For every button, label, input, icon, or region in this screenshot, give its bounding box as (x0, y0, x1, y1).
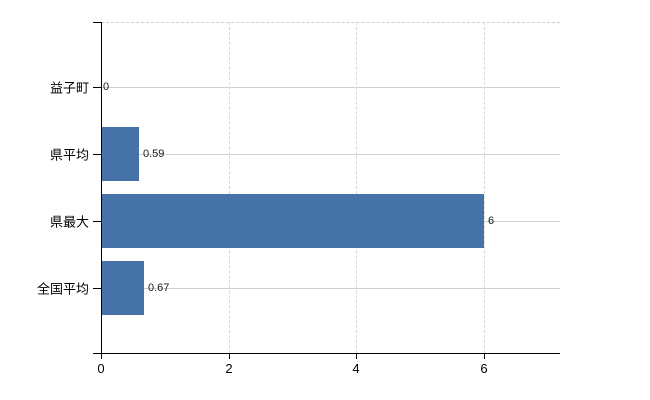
bar-value-label: 0.59 (143, 148, 165, 161)
x-tick-label: 2 (225, 361, 233, 376)
y-axis-top-cap (93, 22, 101, 23)
x-tick-label: 4 (352, 361, 360, 376)
v-gridline (229, 22, 230, 353)
v-gridline (356, 22, 357, 353)
x-tick-label: 0 (97, 361, 105, 376)
category-label: 県平均 (49, 147, 89, 163)
y-axis-line (101, 22, 102, 354)
bar (101, 127, 139, 181)
category-label: 益子町 (49, 80, 89, 96)
category-label: 県最大 (49, 214, 89, 230)
bar (101, 261, 144, 315)
y-axis-tick (93, 288, 101, 289)
bar (101, 194, 484, 248)
bar-value-label: 6 (488, 214, 495, 227)
bar-value-label: 0 (103, 81, 110, 94)
x-axis-tick (356, 354, 357, 359)
y-axis-tick (93, 221, 101, 222)
bar-value-label: 0.67 (148, 281, 170, 294)
plot-top-border (101, 22, 560, 23)
h-gridline (101, 288, 560, 289)
x-axis-tick (229, 354, 230, 359)
x-axis-line (93, 353, 560, 354)
x-axis-tick (484, 354, 485, 359)
h-gridline (101, 154, 560, 155)
category-label: 全国平均 (36, 281, 89, 297)
h-gridline (101, 87, 560, 88)
y-axis-tick (93, 154, 101, 155)
x-tick-label: 6 (480, 361, 488, 376)
v-gridline (484, 22, 485, 353)
x-axis-tick (101, 354, 102, 359)
y-axis-tick (93, 87, 101, 88)
